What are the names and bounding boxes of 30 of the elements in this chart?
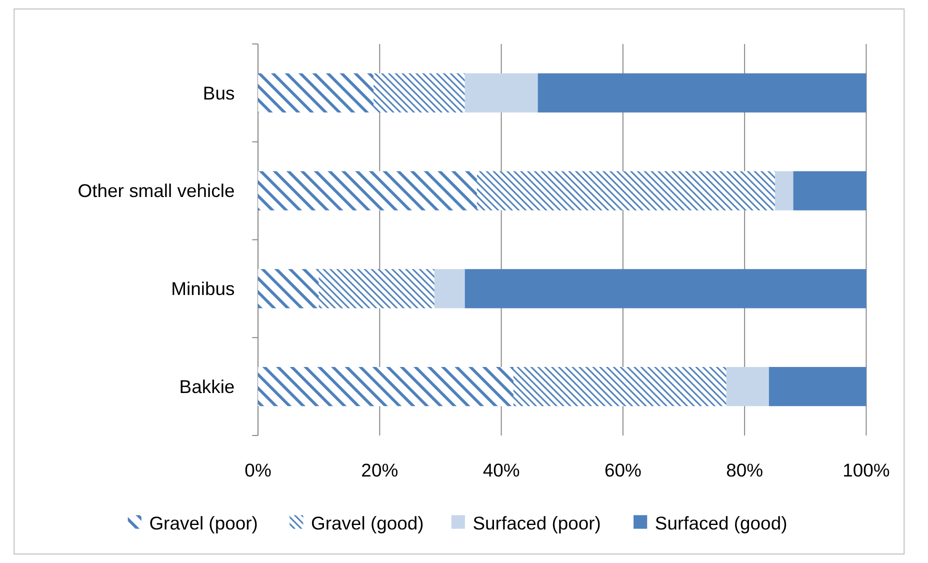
bar [793, 171, 866, 210]
legend-label: Gravel (good) [310, 512, 424, 534]
bar [434, 269, 465, 308]
bar [258, 73, 374, 112]
bar [464, 73, 538, 112]
x-tick-label: 80% [726, 459, 764, 480]
bar [258, 171, 477, 210]
bar [476, 171, 776, 210]
legend-label: Surfaced (poor) [472, 512, 601, 534]
bar [726, 366, 769, 406]
bar [318, 269, 434, 308]
bar [258, 366, 514, 406]
legend-label: Gravel (poor) [149, 512, 258, 534]
legend-label: Surfaced (good) [654, 512, 788, 534]
y-tick-label: Other small vehicle [78, 180, 235, 202]
bar [538, 73, 866, 112]
x-tick-label: 100% [842, 459, 890, 480]
bar [258, 269, 319, 308]
bar [464, 269, 866, 308]
y-tick-label: Bus [202, 82, 235, 104]
y-tick-label: Bakkie [179, 376, 235, 398]
bar [775, 171, 794, 210]
x-tick-label: 20% [361, 459, 398, 480]
y-tick-label: Minibus [171, 278, 235, 300]
bar [374, 73, 465, 112]
bar [513, 366, 726, 406]
x-tick-label: 0% [244, 459, 272, 480]
bar [768, 366, 866, 406]
x-tick-label: 60% [604, 459, 642, 480]
x-tick-label: 40% [482, 459, 520, 480]
